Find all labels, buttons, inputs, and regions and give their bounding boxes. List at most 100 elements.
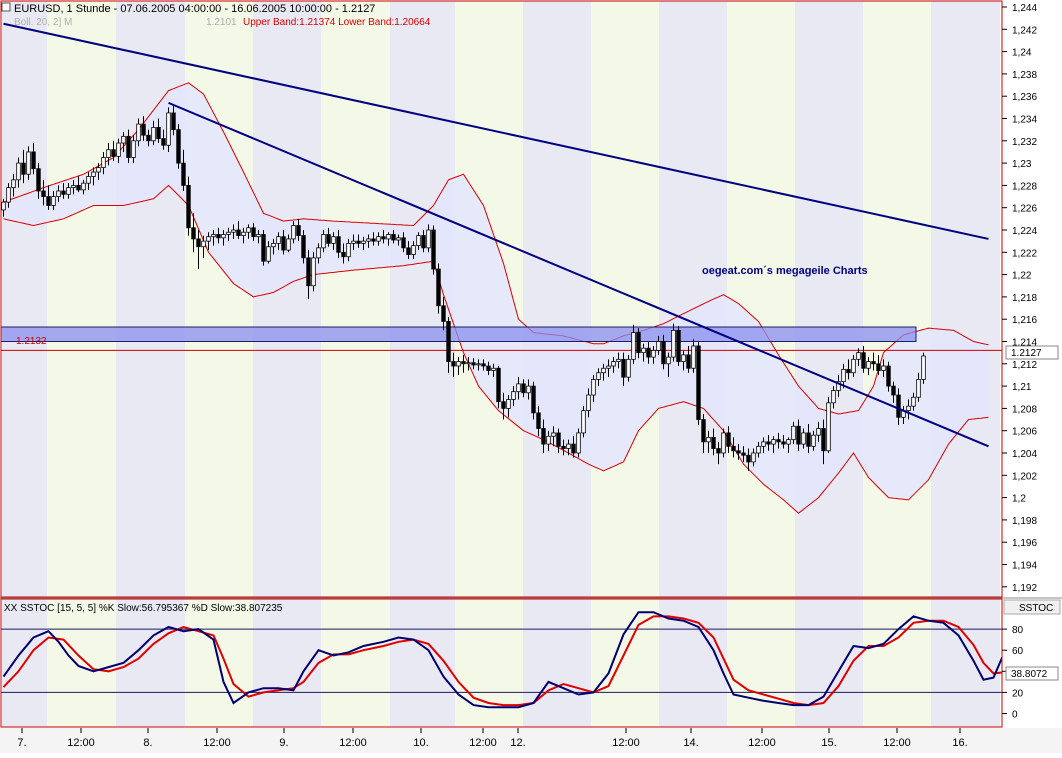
candle-body [791, 425, 796, 441]
candle-body [906, 405, 911, 412]
stoch-y-tick-label: 80 [1012, 625, 1024, 636]
candle-body [126, 135, 131, 158]
y-tick-label: 1,194 [1012, 561, 1037, 572]
candle-body [636, 332, 641, 354]
y-tick-label: 1,214 [1012, 338, 1037, 349]
shade-band-stoch [47, 599, 116, 727]
candle-body [606, 365, 611, 369]
bollinger-bands [3, 82, 989, 514]
y-tick-label: 1,192 [1012, 583, 1037, 594]
candle-body [381, 236, 386, 240]
candle-body [431, 229, 436, 270]
trendlines[interactable] [3, 22, 989, 448]
y-tick-label: 1,238 [1012, 70, 1037, 81]
candle-body [171, 112, 176, 131]
shade-band [591, 1, 659, 597]
candle-body [76, 184, 81, 191]
y-tick-label: 1,2 [1012, 494, 1026, 505]
symbol-icon[interactable] [1, 2, 11, 12]
candle-body [181, 162, 186, 186]
candle-body [746, 454, 751, 463]
candle-body [191, 227, 196, 240]
candle-body [111, 149, 116, 157]
candle-body [226, 231, 231, 235]
candle-body [441, 305, 446, 322]
candle-body [281, 236, 286, 251]
candle-body [591, 379, 596, 396]
candle-body [91, 171, 96, 177]
y-tick-label: 1,228 [1012, 181, 1037, 192]
candle-body [756, 445, 761, 454]
candle-body [331, 236, 336, 244]
y-tick-label: 1,232 [1012, 137, 1037, 148]
candle-body [121, 135, 126, 144]
candle-body [236, 229, 241, 236]
candle-body [921, 355, 926, 380]
candle-body [176, 129, 181, 164]
stoch-value-box [1005, 666, 1059, 681]
candle-body [466, 362, 471, 365]
candle-body [71, 184, 76, 189]
candle-body [691, 345, 696, 369]
stoch-y-tick-label: 60 [1012, 646, 1024, 657]
x-tick-label: 12:00 [612, 737, 640, 749]
x-tick-label: 15. [821, 737, 836, 749]
x-tick-label: 12. [510, 737, 525, 749]
candle-body [151, 127, 156, 142]
candle-body [761, 441, 766, 447]
candle-body [306, 257, 311, 287]
candle-body [771, 439, 776, 445]
shade-band [931, 1, 1000, 597]
candle-body [536, 412, 541, 429]
candle-body [316, 247, 321, 259]
candle-body [831, 390, 836, 404]
candle-body [496, 367, 501, 403]
candle-body [436, 268, 441, 307]
candle-body [286, 238, 291, 251]
candle-body [481, 363, 486, 367]
candle-body [6, 187, 11, 203]
candle-body [891, 385, 896, 396]
candle-body [16, 162, 21, 181]
candle-body [491, 367, 496, 371]
candle-body [136, 123, 141, 142]
candle-body [501, 401, 506, 409]
y-tick-label: 1,212 [1012, 360, 1037, 371]
candle-body [486, 365, 491, 371]
candle-body [811, 434, 816, 447]
candle-body [696, 345, 701, 420]
candle-body [11, 179, 16, 189]
candle-body [101, 157, 106, 168]
candle-body [231, 229, 236, 233]
candle-body [611, 361, 616, 367]
y-tick-label: 1,196 [1012, 538, 1037, 549]
candle-body [56, 190, 61, 197]
x-tick-label: 12:00 [67, 737, 95, 749]
chart-header: EURUSD, 1 Stunde - 07.06.2005 04:00:00 -… [1, 2, 431, 28]
shade-band-stoch [116, 599, 185, 727]
resistance-zone [1, 326, 917, 343]
y-tick-label: 1,226 [1012, 204, 1037, 215]
time-axis: 7. 12:00 8. 12:00 9. 12:00 10. 12:00 12. 12:00 14.… [0, 728, 1062, 753]
candle-body [681, 354, 686, 362]
candle-body [561, 445, 566, 449]
x-tick-label: 12:00 [339, 737, 367, 749]
candle-body [351, 240, 356, 244]
candle-body [686, 354, 691, 369]
stoch-frame [0, 598, 1003, 728]
candle-body [401, 237, 406, 249]
candle-body [96, 167, 101, 173]
y-tick-label: 1,202 [1012, 471, 1037, 482]
candle-body [51, 196, 56, 206]
y-tick-label: 1,244 [1012, 3, 1037, 14]
candle-body [21, 162, 26, 175]
candle-body [346, 242, 351, 258]
candle-body [506, 399, 511, 409]
candle-body [876, 363, 881, 371]
candle-body [271, 242, 276, 248]
chart-annotation: oegeat.com´s megageile Charts [702, 265, 868, 277]
price-tag-value: 1.2127 [1011, 348, 1042, 359]
band-fill [3, 82, 989, 514]
